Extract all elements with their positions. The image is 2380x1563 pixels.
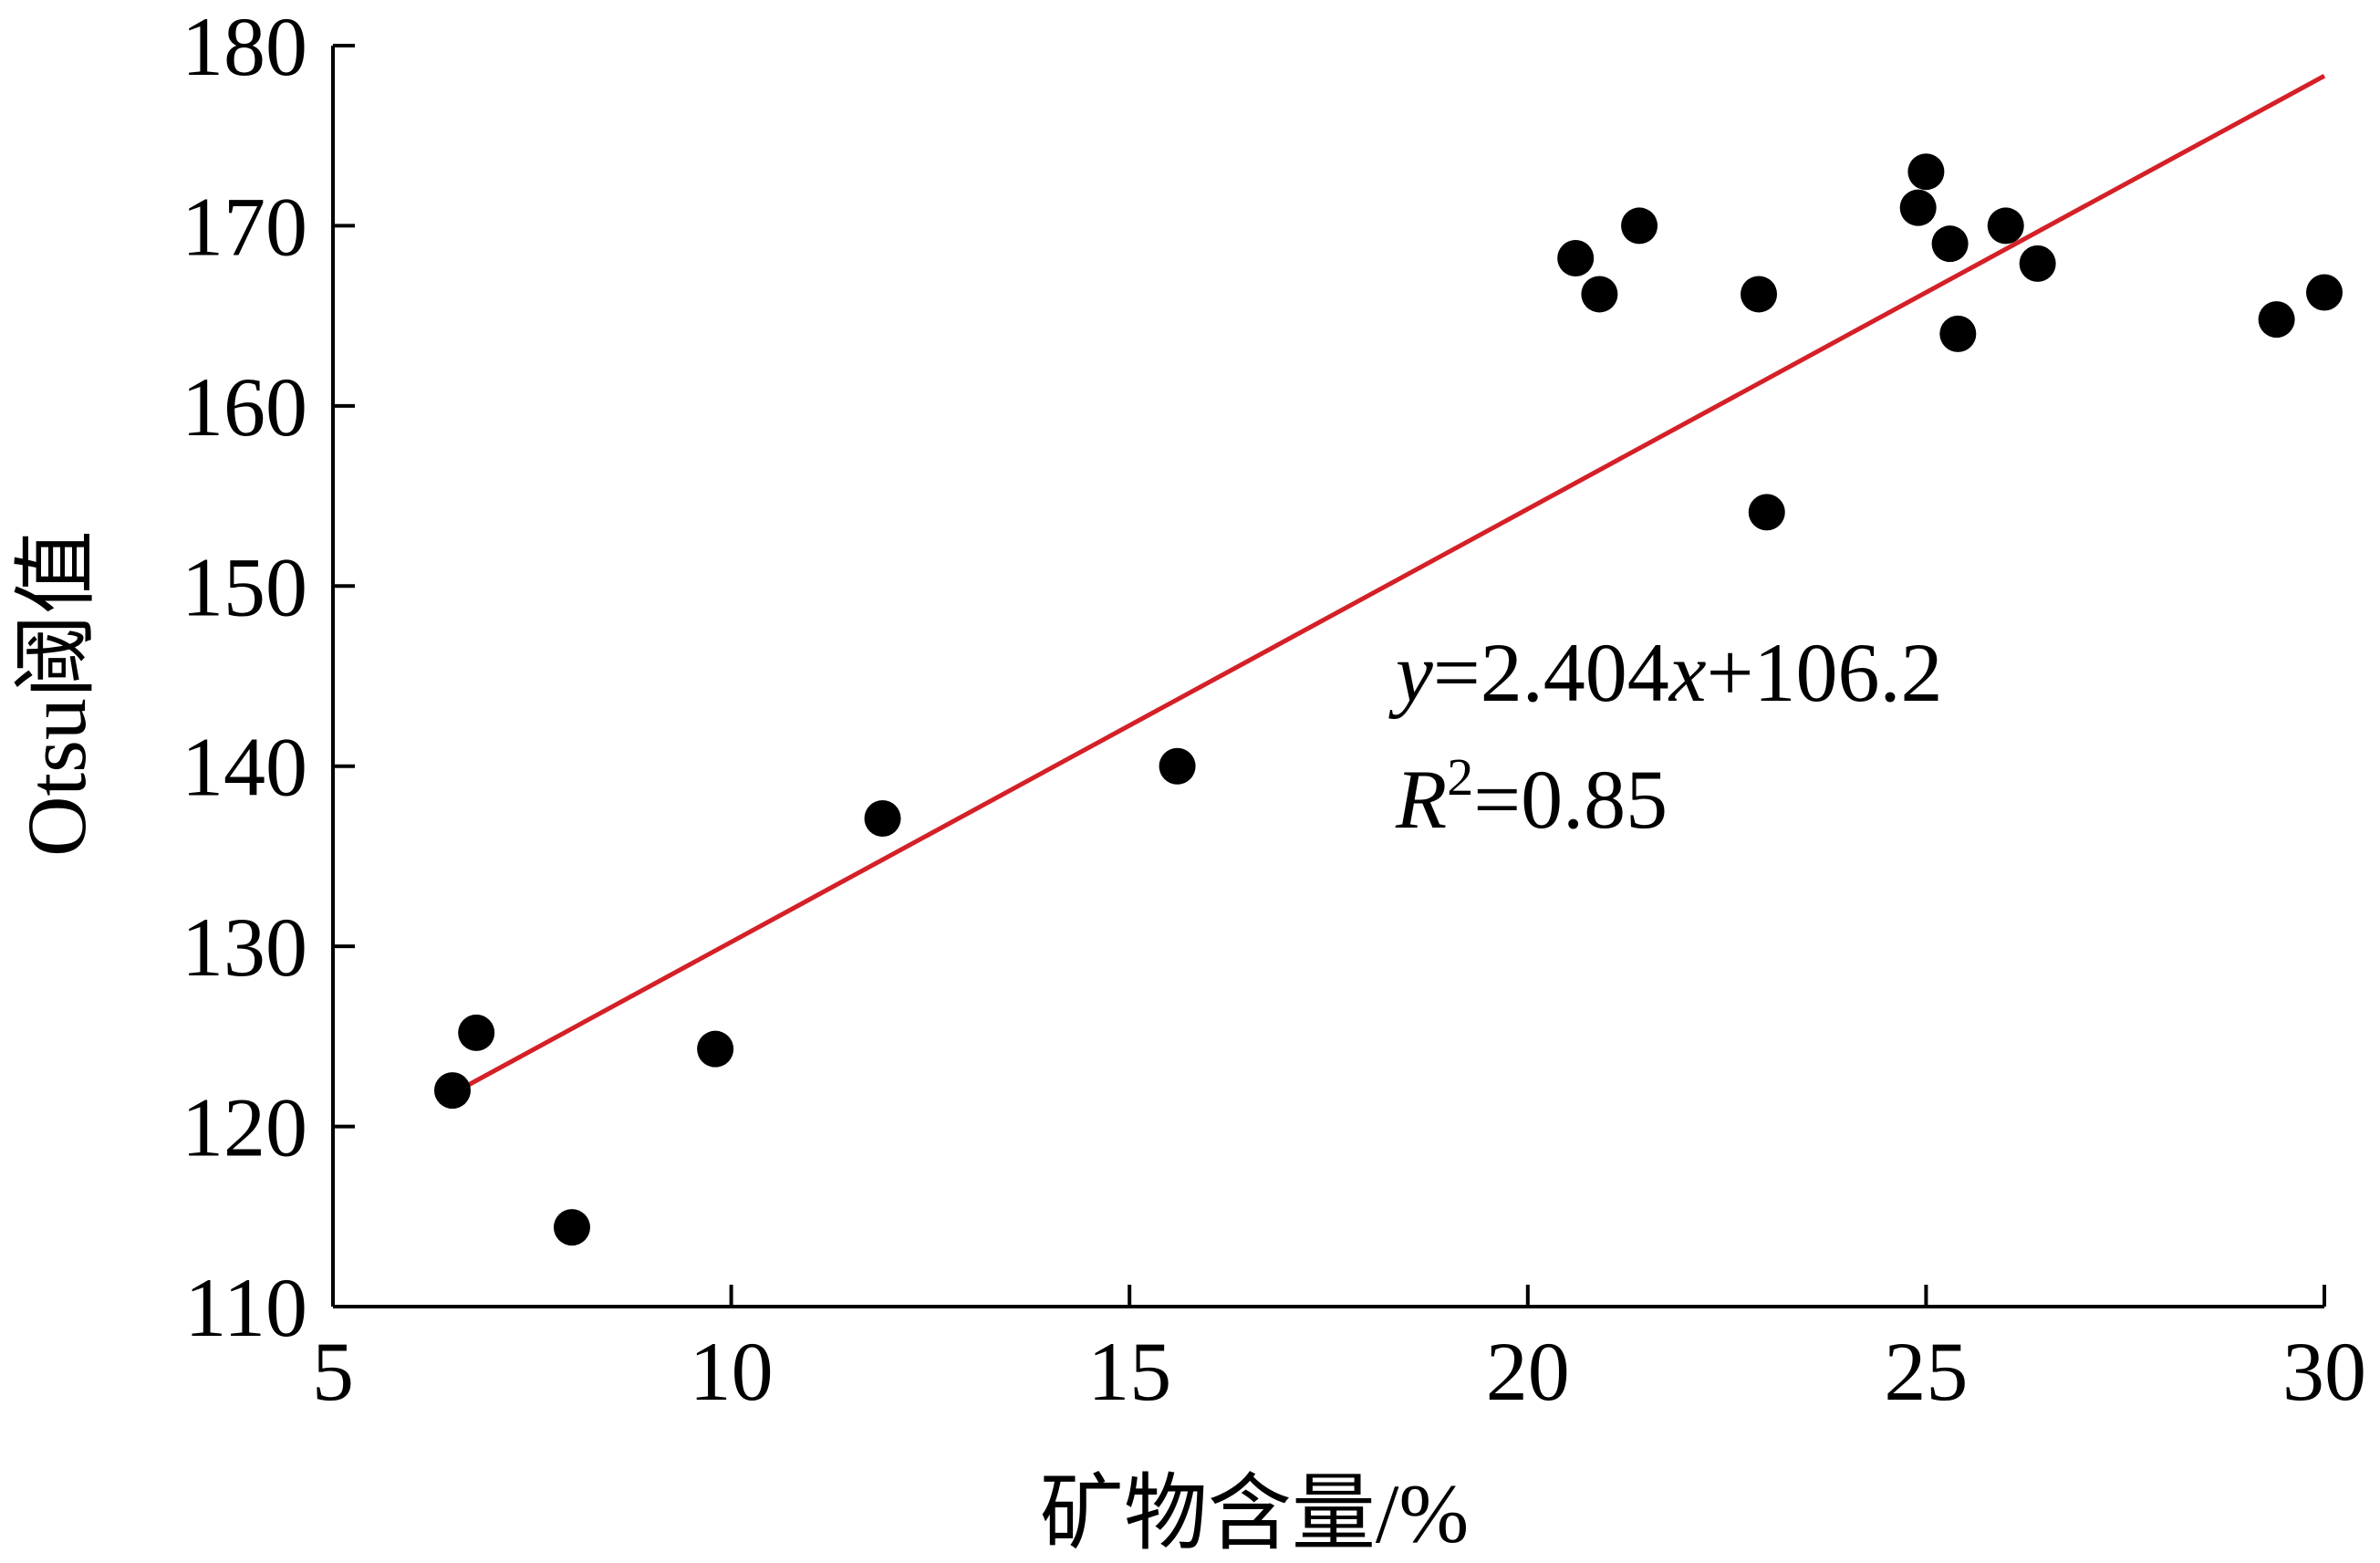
data-point xyxy=(1159,747,1196,785)
data-point xyxy=(433,1072,471,1110)
x-tick-label: 10 xyxy=(690,1325,774,1418)
y-tick-label: 180 xyxy=(182,0,307,93)
data-point xyxy=(1741,276,1778,313)
regression-equation: y=2.404x+106.2 xyxy=(1388,626,1942,719)
data-point xyxy=(458,1014,495,1051)
data-point xyxy=(1931,225,1969,263)
data-point xyxy=(1939,315,1977,352)
y-tick-label: 120 xyxy=(182,1081,307,1174)
data-point xyxy=(2258,301,2295,339)
y-tick-label: 130 xyxy=(182,901,307,994)
data-point xyxy=(1581,276,1618,313)
r-squared-superscript: 2 xyxy=(1447,747,1473,807)
x-tick-label: 30 xyxy=(2282,1325,2366,1418)
x-tick-label: 5 xyxy=(312,1325,354,1418)
data-point xyxy=(2306,274,2343,311)
data-point xyxy=(1557,239,1595,276)
data-point xyxy=(1987,207,2024,245)
data-point xyxy=(2019,245,2056,282)
equation-x-var: x xyxy=(1668,626,1707,719)
x-tick-label: 15 xyxy=(1087,1325,1171,1418)
x-ticks: 5 10 15 20 25 30 xyxy=(312,1285,2366,1418)
x-tick-label: 20 xyxy=(1486,1325,1570,1418)
data-point xyxy=(1748,494,1785,531)
r-squared-value: =0.85 xyxy=(1473,753,1668,846)
equation-y-var: y xyxy=(1388,626,1433,719)
data-point xyxy=(1907,153,1945,191)
r-squared-label: R2=0.85 xyxy=(1395,747,1668,846)
y-tick-label: 140 xyxy=(182,721,307,814)
data-point xyxy=(864,799,901,837)
axes xyxy=(331,46,2324,1308)
data-point xyxy=(1621,207,1658,245)
y-tick-label: 160 xyxy=(182,360,307,453)
data-points xyxy=(433,153,2343,1246)
r-squared-var: R xyxy=(1395,753,1447,846)
x-tick-label: 25 xyxy=(1884,1325,1968,1418)
y-ticks: 110 120 130 140 150 160 170 180 xyxy=(182,0,355,1354)
data-point xyxy=(553,1209,590,1246)
regression-line xyxy=(459,73,2326,1091)
x-axis-title: 矿物含量/% xyxy=(1040,1467,1469,1560)
data-point xyxy=(1899,189,1937,226)
y-tick-label: 150 xyxy=(182,540,307,633)
equation-part1: =2.404 xyxy=(1433,626,1669,719)
equation-part2: +106.2 xyxy=(1707,626,1943,719)
y-tick-label: 110 xyxy=(184,1261,307,1354)
y-axis-title: Otsu阈值 xyxy=(10,530,103,857)
y-tick-label: 170 xyxy=(182,180,307,273)
data-point xyxy=(697,1030,734,1068)
